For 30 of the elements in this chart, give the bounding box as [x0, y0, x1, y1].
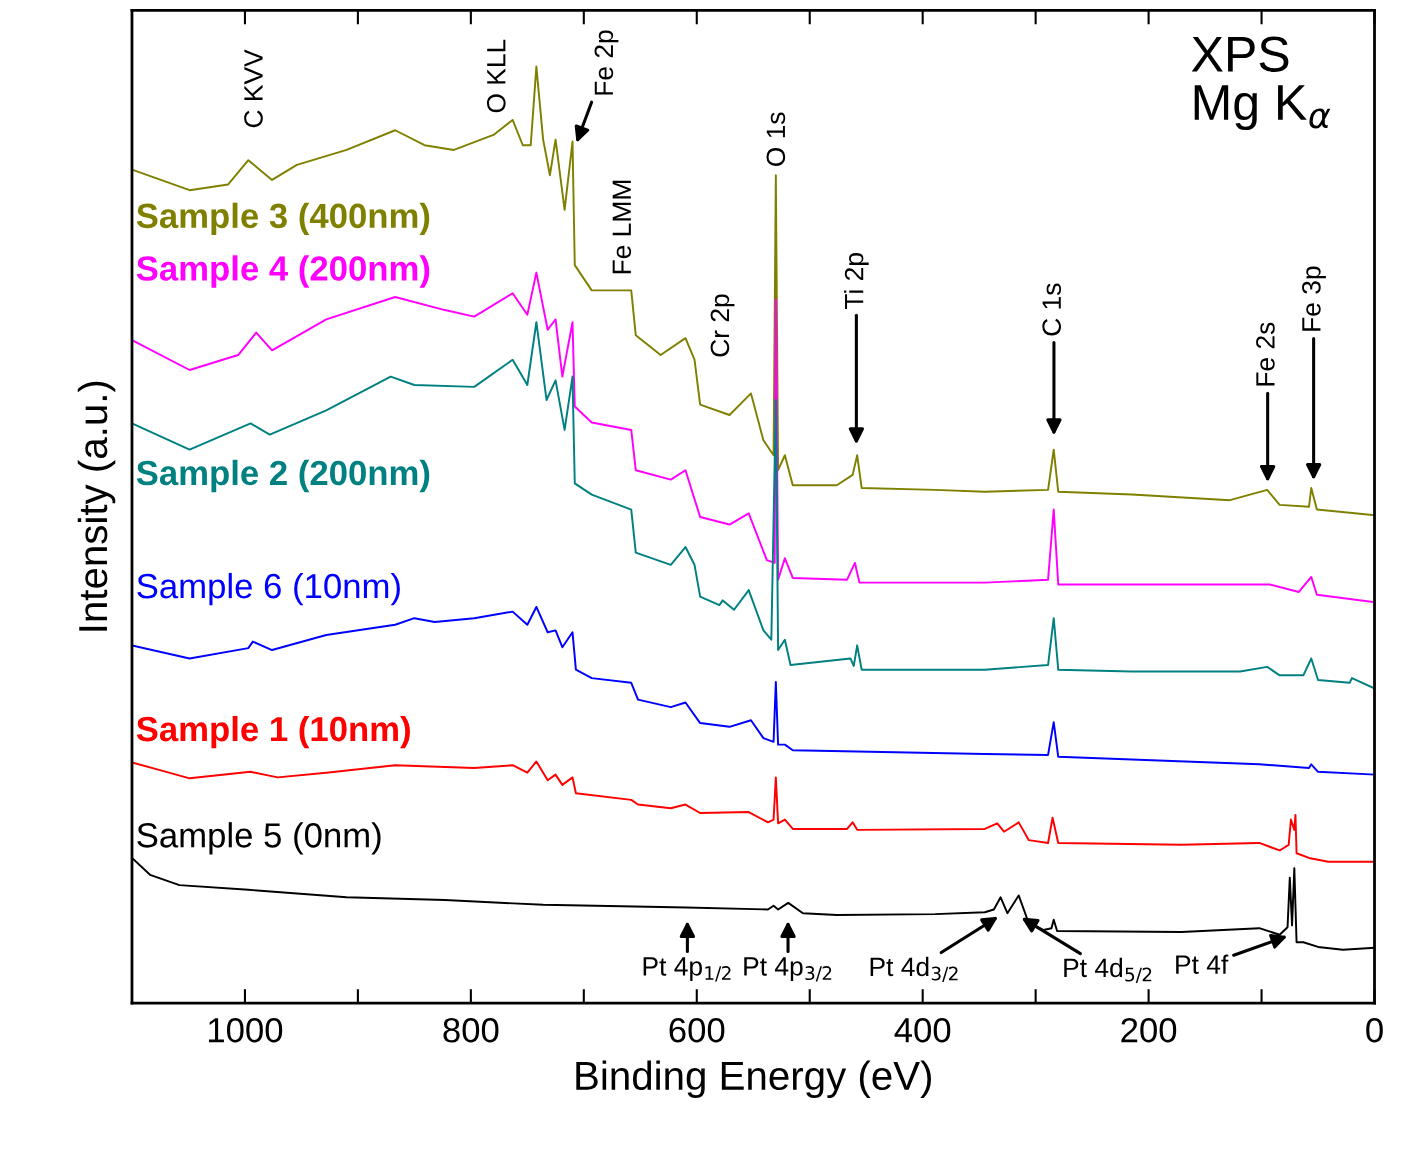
y-axis-title: Intensity (a.u.)	[77, 381, 116, 631]
annotation: Ti 2p	[844, 253, 869, 310]
annotation: C 1s	[1042, 283, 1062, 336]
annotation: O 1s	[766, 112, 786, 166]
annotation: Pt 4p$_{3/2}$	[744, 957, 832, 982]
x-tick-label: 1000	[208, 1017, 283, 1043]
series-label: Sample 6 (10nm)	[137, 572, 400, 606]
annotation: Cr 2p	[710, 294, 735, 357]
annotation: Pt 4f	[1176, 954, 1229, 974]
series-label: Sample 3 (400nm)	[136, 202, 430, 236]
x-tick-label: 400	[894, 1017, 951, 1043]
annotation: Pt 4p$_{1/2}$	[643, 957, 731, 982]
annotation: Fe 2p	[594, 30, 619, 95]
series-label: Sample 2 (200nm)	[136, 459, 430, 493]
annotation: C KVV	[244, 49, 263, 128]
series-label: Sample 4 (200nm)	[136, 255, 430, 288]
annotation: Pt 4d$_{5/2}$	[1064, 957, 1152, 983]
x-tick-label: 0	[1366, 1017, 1383, 1043]
x-tick-label: 200	[1121, 1017, 1177, 1043]
annotation: O KLL	[486, 39, 506, 113]
annotation: Pt 4d$_{3/2}$	[870, 956, 958, 982]
annotation: Fe 3p	[1302, 266, 1326, 331]
chart-title: XPS Mg K$_{α}$	[1191, 36, 1331, 131]
x-tick-label: 800	[443, 1017, 499, 1043]
series-label: Sample 1 (10nm)	[136, 715, 410, 749]
annotation: Fe 2s	[1256, 322, 1275, 386]
annotation: Fe LMM	[612, 180, 632, 274]
series-label: Sample 5 (0nm)	[137, 822, 381, 855]
x-axis-title: Binding Energy (eV)	[576, 1060, 931, 1099]
x-tick-label: 600	[669, 1017, 725, 1043]
